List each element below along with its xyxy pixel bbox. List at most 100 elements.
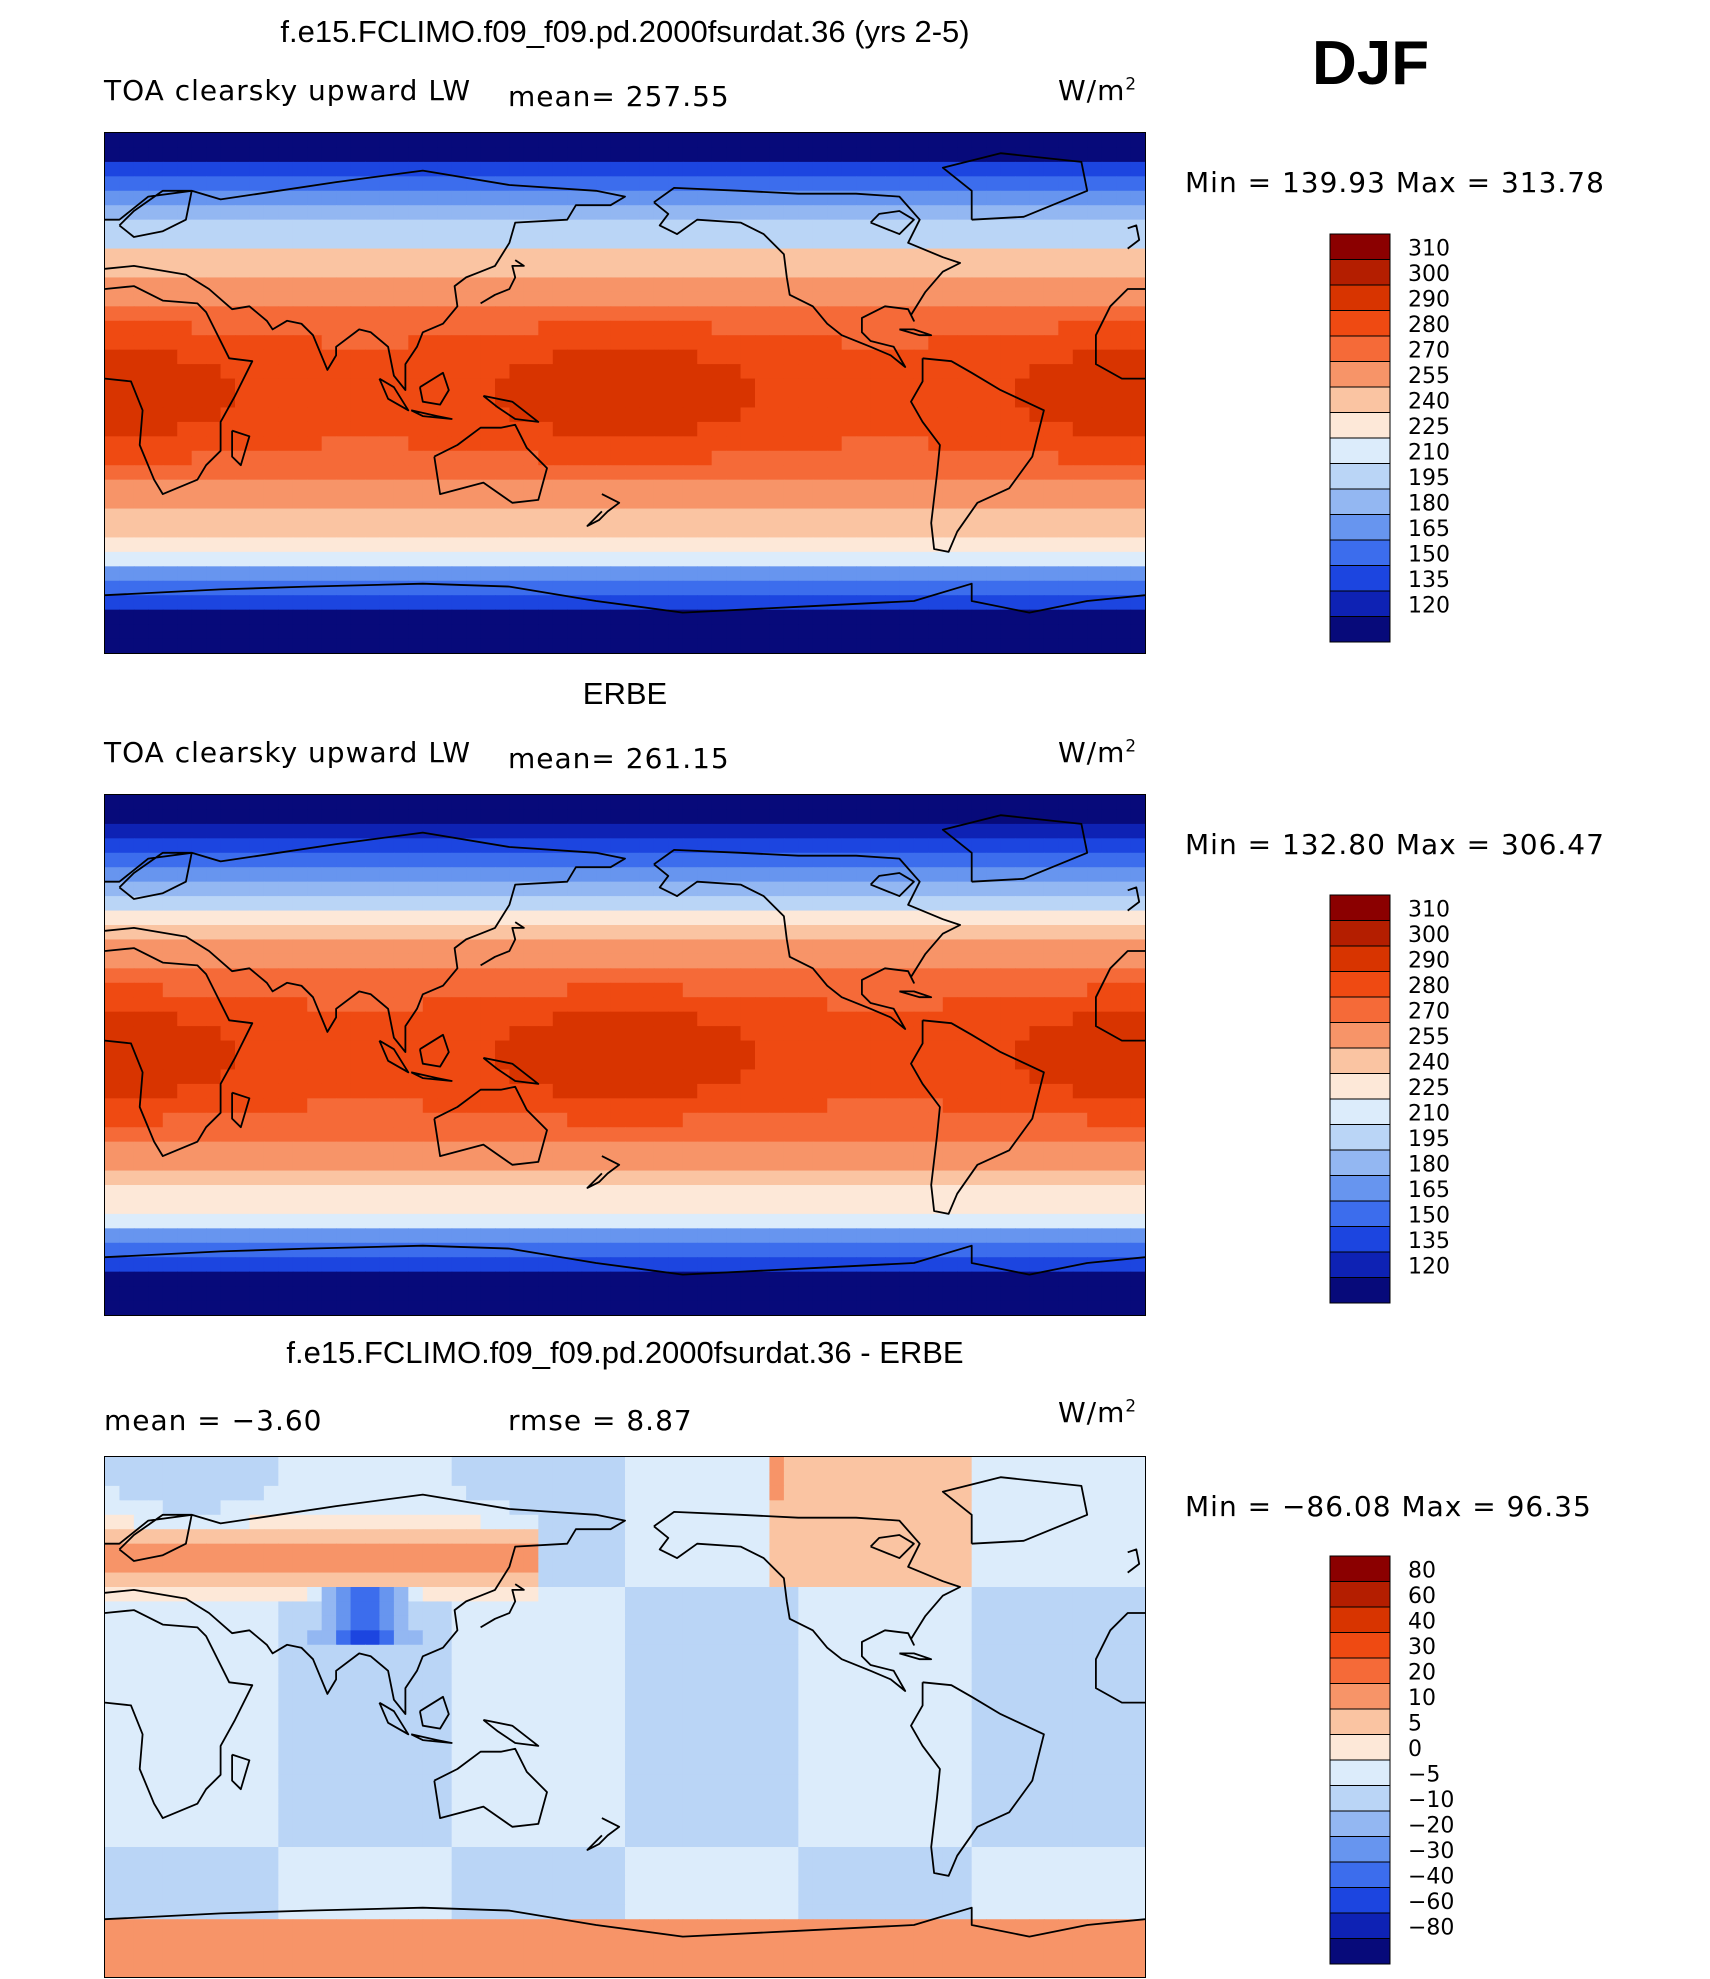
coastline xyxy=(105,152,1145,614)
colorbar-tick-label: 255 xyxy=(1408,364,1450,389)
colorbar-swatch xyxy=(1329,1149,1391,1176)
panel-mean-label: mean= 257.55 xyxy=(508,80,730,113)
colorbar-swatch xyxy=(1329,1861,1391,1888)
colorbar-tick-label: 225 xyxy=(1408,415,1450,440)
panel-minmax-label: Min = −86.08 Max = 96.35 xyxy=(1185,1490,1592,1523)
colorbar-swatch xyxy=(1329,310,1391,337)
colorbar-tick-label: −40 xyxy=(1408,1865,1454,1890)
colorbar-tick-label: 80 xyxy=(1408,1559,1436,1584)
colorbar-swatch xyxy=(1329,386,1391,413)
colorbar-swatch xyxy=(1329,1632,1391,1659)
colorbar-swatch xyxy=(1329,1022,1391,1049)
colorbar-swatch xyxy=(1329,1073,1391,1100)
colorbar-swatch xyxy=(1329,1657,1391,1684)
contour-map-model xyxy=(105,133,1145,653)
colorbar-swatch xyxy=(1329,565,1391,592)
colorbar-swatch xyxy=(1329,920,1391,947)
panel-rmse-label: rmse = 8.87 xyxy=(508,1404,693,1437)
colorbar-tick-label: 300 xyxy=(1408,923,1450,948)
colorbar-tick-label: 195 xyxy=(1408,1127,1450,1152)
colorbar-swatch xyxy=(1329,996,1391,1023)
colorbar-tick-label: 120 xyxy=(1408,1255,1450,1280)
colorbar-swatch xyxy=(1329,894,1391,921)
panel-title-obs: ERBE xyxy=(582,676,668,711)
panel-units-label: W/m2 xyxy=(1058,73,1138,107)
colorbar-swatch xyxy=(1329,437,1391,464)
colorbar-swatch xyxy=(1329,1759,1391,1786)
colorbar-tick-label: 10 xyxy=(1408,1686,1436,1711)
colorbar-tick-label: 225 xyxy=(1408,1076,1450,1101)
panel-diff-mean-label: mean = −3.60 xyxy=(104,1404,323,1437)
colorbar-tick-label: −30 xyxy=(1408,1839,1454,1864)
panel-minmax-label: Min = 132.80 Max = 306.47 xyxy=(1185,828,1605,861)
colorbar-swatch xyxy=(1329,1683,1391,1710)
colorbar-tick-label: −60 xyxy=(1408,1890,1454,1915)
panel-variable-label: TOA clearsky upward LW xyxy=(104,74,472,107)
colorbar-tick-label: −5 xyxy=(1408,1763,1440,1788)
colorbar-swatch xyxy=(1329,1200,1391,1227)
colorbar-swatch xyxy=(1329,1581,1391,1608)
colorbar-tick-label: 280 xyxy=(1408,974,1450,999)
colorbar-swatch xyxy=(1329,514,1391,541)
colorbar-tick-label: 135 xyxy=(1408,568,1450,593)
colorbar-tick-label: 135 xyxy=(1408,1229,1450,1254)
colorbar-tick-label: 240 xyxy=(1408,1051,1450,1076)
season-label: DJF xyxy=(1312,29,1430,98)
panel-units-label: W/m2 xyxy=(1058,735,1138,769)
colorbar-swatch xyxy=(1329,1836,1391,1863)
colorbar-tick-label: −10 xyxy=(1408,1788,1454,1813)
colorbar-swatch xyxy=(1329,1047,1391,1074)
colorbar-swatch xyxy=(1329,1887,1391,1914)
colorbar-tick-label: −80 xyxy=(1408,1916,1454,1941)
colorbar-tick-label: 210 xyxy=(1408,1102,1450,1127)
colorbar-obs: 310 300 290 280 270 255 240 225 210 195 180 165 150 1… xyxy=(1329,894,1530,1305)
colorbar-swatch xyxy=(1329,1098,1391,1125)
colorbar-swatch xyxy=(1329,284,1391,311)
colorbar-swatch xyxy=(1329,971,1391,998)
colorbar-tick-label: −20 xyxy=(1408,1814,1454,1839)
map-panel-model xyxy=(104,132,1146,654)
colorbar-swatch xyxy=(1329,1938,1391,1965)
panel-title-model: f.e15.FCLIMO.f09_f09.pd.2000fsurdat.36 (… xyxy=(280,14,970,49)
colorbar-swatch xyxy=(1329,1912,1391,1939)
colorbar-swatch xyxy=(1329,1708,1391,1735)
colorbar-tick-label: 165 xyxy=(1408,517,1450,542)
colorbar-swatch xyxy=(1329,1277,1391,1304)
colorbar-obs-svg: 3103002902802702552402252101951801651501… xyxy=(1329,894,1450,1304)
colorbar-tick-label: 310 xyxy=(1408,898,1450,923)
panel-units-label: W/m2 xyxy=(1058,1395,1138,1429)
colorbar-tick-label: 195 xyxy=(1408,466,1450,491)
colorbar-tick-label: 290 xyxy=(1408,288,1450,313)
colorbar-tick-label: 30 xyxy=(1408,1635,1436,1660)
colorbar-tick-label: 0 xyxy=(1408,1737,1422,1762)
colorbar-tick-label: 165 xyxy=(1408,1178,1450,1203)
colorbar-tick-label: 300 xyxy=(1408,262,1450,287)
colorbar-swatch xyxy=(1329,233,1391,260)
colorbar-tick-label: 120 xyxy=(1408,594,1450,619)
colorbar-swatch xyxy=(1329,539,1391,566)
panel-variable-label: TOA clearsky upward LW xyxy=(104,736,472,769)
colorbar-diff: 80 60 40 30 20 10 5 0 −5 −10 −20 −30 −40 −60 −80 xyxy=(1329,1555,1530,1966)
colorbar-swatch xyxy=(1329,488,1391,515)
colorbar-tick-label: 255 xyxy=(1408,1025,1450,1050)
colorbar-swatch xyxy=(1329,1124,1391,1151)
panel-title-diff: f.e15.FCLIMO.f09_f09.pd.2000fsurdat.36 -… xyxy=(286,1335,964,1370)
colorbar-swatch xyxy=(1329,1251,1391,1278)
colorbar-tick-label: 180 xyxy=(1408,1153,1450,1178)
colorbar-tick-label: 270 xyxy=(1408,339,1450,364)
colorbar-swatch xyxy=(1329,335,1391,362)
colorbar-swatch xyxy=(1329,616,1391,643)
coastline xyxy=(105,1476,1145,1938)
colorbar-tick-label: 20 xyxy=(1408,1661,1436,1686)
colorbar-swatch xyxy=(1329,259,1391,286)
colorbar-tick-label: 280 xyxy=(1408,313,1450,338)
colorbar-swatch xyxy=(1329,590,1391,617)
colorbar-swatch xyxy=(1329,1785,1391,1812)
colorbar-tick-label: 210 xyxy=(1408,441,1450,466)
map-panel-obs xyxy=(104,794,1146,1316)
colorbar-swatch xyxy=(1329,1226,1391,1253)
colorbar-model: 310 300 290 280 270 255 240 225 210 195 180 165 150 1… xyxy=(1329,233,1530,644)
colorbar-swatch xyxy=(1329,463,1391,490)
field-cells xyxy=(105,795,1145,1315)
